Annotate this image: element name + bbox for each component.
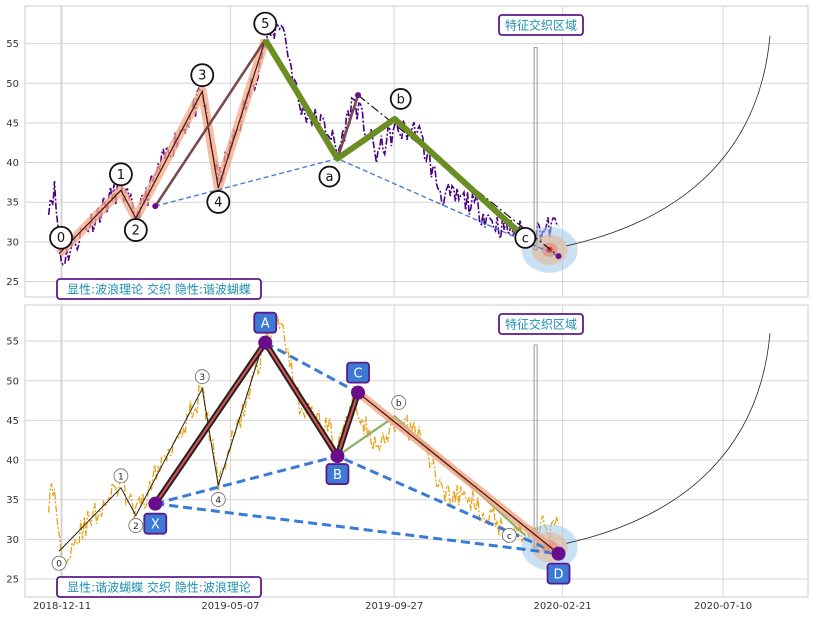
projection-arc [566,35,771,247]
y-tick-label: 25 [6,277,19,288]
wave-label-circle [123,218,148,242]
harmonic-point [152,203,159,210]
y-tick-label: 55 [6,39,19,50]
x-tick-label: 2020-02-21 [534,601,592,612]
harmonic-label-text: A [261,317,270,332]
harmonic-label-text: X [151,518,160,533]
harmonic-vertex [351,385,366,400]
harmonic-label-box [143,512,168,535]
harmonic-label-box [253,311,278,334]
harmonic-label-box [325,463,350,485]
y-tick-label: 45 [6,118,19,129]
plot-area [24,304,809,598]
wave-label-circle-small [210,492,226,507]
wave-label-circle [318,165,341,188]
zone-title-text: 特征交织区域 [505,18,577,33]
wave-label-circle-small [194,369,210,385]
harmonic-xa-line [154,38,267,207]
x-tick-label: 2019-09-27 [365,601,423,612]
harmonic-leg-inner [336,392,360,457]
wave-label-text-small: b [396,399,402,409]
wave-label-text-small: 0 [56,560,62,570]
feature-pillar [533,344,538,548]
wave-label-circle [206,190,231,214]
legend-text: 显性:谐波蝴蝶 交织 隐性:波浪理论 [67,580,251,595]
y-tick-label: 40 [6,158,19,169]
wave-label-circle [514,226,537,249]
harmonic-vertex [148,496,163,511]
wave-label-circle [109,162,133,187]
wave-label-text: a [325,170,333,185]
impulse-wave-line [58,39,266,255]
y-tick-label: 40 [6,456,19,467]
wave-label-text: 4 [214,195,222,210]
wave-label-circle [190,63,215,88]
zone-title-box [498,313,584,335]
wave-label-text: 0 [57,231,65,246]
wave-label-circle [49,225,73,250]
harmonic-leg-inner [154,342,267,505]
plot-area [24,5,809,298]
wave-label-text: 5 [261,17,269,32]
y-tick-label: 30 [6,237,19,248]
harmonic-bc-line [336,94,360,159]
harmonic-xd-dashed [155,502,559,556]
wave-label-circle-small [113,468,129,484]
wave-label-circle-small [391,395,407,410]
legend-text: 显性:波浪理论 交织 隐性:谐波蝴蝶 [67,282,251,297]
x-tick-label: 2020-07-10 [694,601,752,612]
wave-label-text-small: 2 [133,522,139,532]
harmonic-vertex [330,449,345,464]
x-tick-label: 2018-12-11 [33,601,91,612]
wave-label-text-small: 3 [199,373,205,383]
wave-label-text-small: 4 [215,496,221,506]
zone-title-text: 特征交织区域 [505,317,577,332]
wave-label-text-small: c [507,532,512,542]
y-tick-label: 35 [6,198,19,209]
harmonic-label-text: D [554,568,564,583]
harmonic-vertex [258,335,273,350]
legend-box [56,278,262,300]
wave-label-circle-small [501,527,517,543]
projection-arc [566,333,771,544]
y-tick-label: 50 [6,376,19,387]
x-axis: 2018-12-11 2019-05-07 2019-09-27 2020-02-21… [33,601,752,612]
legend-box [56,576,262,598]
feature-pillar [533,47,538,251]
wave-label-text-small: 1 [118,472,124,482]
harmonic-point [355,92,362,99]
wave-label-circle [253,11,278,36]
harmonic-leg-inner [264,342,339,457]
y-tick-label: 45 [6,416,19,427]
harmonic-ac-dashed [264,341,359,394]
wave-label-text: b [397,92,405,107]
hidden-impulse-line [58,336,266,552]
wave-label-circle [389,88,412,110]
x-tick-label: 2019-05-07 [201,601,259,612]
harmonic-label-box [346,361,370,384]
price-line [48,315,560,569]
harmonic-vertex [551,546,566,561]
corrective-wave-line [262,38,528,241]
harmonic-label-text: B [333,468,342,483]
y-tick-label: 55 [6,337,19,348]
wave-label-circle-small [128,518,144,533]
wave-label-text: 1 [117,168,125,183]
harmonic-cd-line [357,392,559,555]
harmonic-point [555,253,562,260]
wave-label-circle-small [51,555,67,571]
y-tick-label: 30 [6,535,19,546]
wave-label-text: 3 [198,69,206,84]
y-tick-label: 50 [6,79,19,90]
harmonic-label-text: C [354,367,363,382]
y-tick-label: 35 [6,495,19,506]
wave-label-text: 2 [132,224,140,239]
wave-label-text: c [522,231,529,246]
y-tick-label: 25 [6,575,19,586]
zone-title-box [498,14,584,36]
harmonic-label-box [546,562,571,585]
